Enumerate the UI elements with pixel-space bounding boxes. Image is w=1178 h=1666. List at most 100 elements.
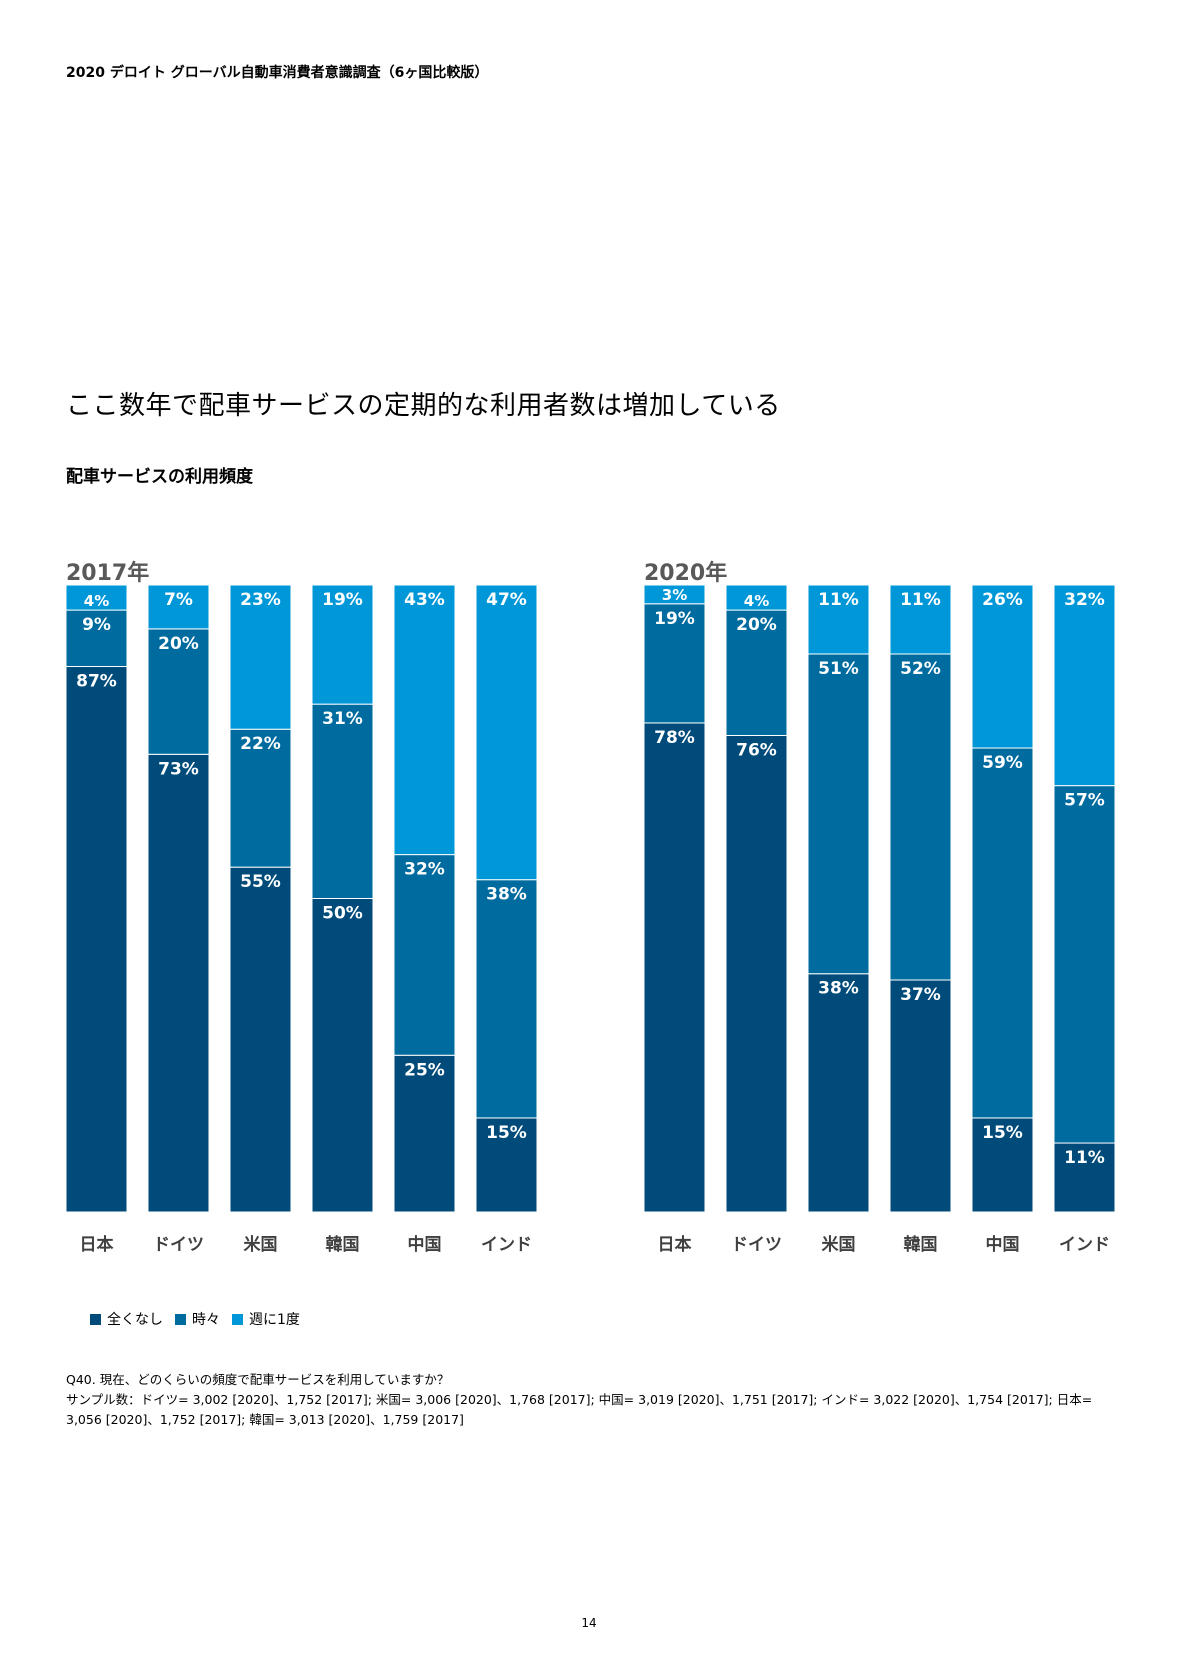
data-label-2017-china-sometimes: 32% bbox=[404, 860, 445, 880]
category-label-2020-india: インド bbox=[1059, 1235, 1110, 1255]
data-label-2020-japan-never: 78% bbox=[654, 728, 695, 748]
data-label-2017-india-never: 15% bbox=[486, 1123, 527, 1143]
data-label-2020-korea-weekly: 11% bbox=[900, 590, 941, 610]
bar-segment-2020-japan-weekly bbox=[644, 585, 706, 605]
footnote: Q40. 現在、どのくらいの頻度で配車サービスを利用していますか？ サンプル数：… bbox=[66, 1370, 1116, 1430]
data-label-2017-korea-weekly: 19% bbox=[322, 590, 363, 610]
data-label-2020-japan-weekly: 3% bbox=[662, 586, 687, 604]
bar-segment-2017-korea-weekly bbox=[311, 585, 374, 705]
bar-segment-2017-japan-weekly bbox=[66, 585, 128, 611]
bar-segment-2020-korea-never bbox=[889, 979, 952, 1213]
stacked-bar-chart-2017: 87% 9% 4% 日本 73% 20% 7% ドイツ 55% 22% 23% 米国 50% 31% 19%… bbox=[66, 585, 538, 1255]
category-label-2020-china: 中国 bbox=[986, 1234, 1020, 1255]
legend-swatch-sometimes bbox=[175, 1313, 186, 1325]
legend-item-weekly: 週に1度 bbox=[232, 1309, 300, 1329]
category-label-2017-india: インド bbox=[481, 1235, 532, 1255]
data-label-2017-india-weekly: 47% bbox=[486, 590, 527, 610]
legend-label-never: 全くなし bbox=[107, 1312, 163, 1328]
chart-panel-2017: 2017年 87% 9% 4% 日本 73% 20% 7% ドイツ 55% 22% 23% 米国 50%… bbox=[66, 555, 546, 1265]
bar-segment-2017-japan-never bbox=[66, 666, 128, 1213]
category-label-2020-korea: 韓国 bbox=[904, 1234, 938, 1255]
stacked-bar-chart-2020: 78% 19% 3% 日本 76% 20% 4% ドイツ 38% 51% 11% 米国 37% 52% 11… bbox=[644, 585, 1116, 1255]
bar-segment-2020-germany-sometimes bbox=[725, 609, 788, 736]
legend-label-sometimes: 時々 bbox=[192, 1312, 220, 1328]
legend-item-sometimes: 時々 bbox=[175, 1309, 220, 1329]
page-number: 14 bbox=[581, 1616, 597, 1630]
bar-segment-2017-india-sometimes bbox=[475, 879, 538, 1119]
data-label-2020-korea-sometimes: 52% bbox=[900, 659, 941, 679]
data-label-2020-korea-never: 37% bbox=[900, 985, 941, 1005]
bar-segment-2017-usa-sometimes bbox=[229, 728, 292, 868]
data-label-2020-usa-sometimes: 51% bbox=[818, 659, 859, 679]
data-label-2017-germany-never: 73% bbox=[158, 759, 199, 779]
category-label-2020-usa: 米国 bbox=[822, 1234, 856, 1255]
bar-segment-2020-usa-sometimes bbox=[807, 653, 870, 975]
bar-segment-2017-usa-never bbox=[229, 866, 292, 1213]
data-label-2020-india-never: 11% bbox=[1064, 1148, 1105, 1168]
bar-segment-2020-germany-never bbox=[725, 734, 788, 1213]
category-label-2020-germany: ドイツ bbox=[731, 1235, 782, 1255]
data-label-2017-korea-never: 50% bbox=[322, 904, 363, 924]
bar-segment-2020-korea-sometimes bbox=[889, 653, 952, 981]
legend-item-never: 全くなし bbox=[90, 1309, 163, 1329]
bar-segment-2020-japan-never bbox=[644, 722, 706, 1213]
legend-swatch-weekly bbox=[232, 1313, 243, 1325]
data-label-2020-india-weekly: 32% bbox=[1064, 590, 1105, 610]
data-label-2017-japan-sometimes: 9% bbox=[82, 615, 111, 635]
data-label-2020-germany-never: 76% bbox=[736, 740, 777, 760]
data-label-2020-china-weekly: 26% bbox=[982, 590, 1023, 610]
data-label-2017-usa-never: 55% bbox=[240, 872, 281, 892]
document-header: 2020 デロイト グローバル自動車消費者意識調査（6ヶ国比較版） bbox=[66, 65, 489, 81]
data-label-2017-china-never: 25% bbox=[404, 1060, 445, 1080]
bar-segment-2017-india-weekly bbox=[475, 585, 538, 881]
category-label-2017-korea: 韓国 bbox=[326, 1234, 360, 1255]
bar-segment-2020-usa-weekly bbox=[807, 585, 870, 655]
bar-segment-2017-germany-sometimes bbox=[147, 628, 210, 755]
bar-segment-2020-china-never bbox=[971, 1117, 1034, 1213]
data-label-2017-japan-weekly: 4% bbox=[84, 592, 109, 610]
bar-segment-2020-china-weekly bbox=[971, 585, 1034, 749]
chart-legend: 全くなし 時々 週に1度 bbox=[90, 1309, 300, 1329]
category-label-2020-japan: 日本 bbox=[658, 1234, 692, 1255]
chart-subheading: 配車サービスの利用頻度 bbox=[66, 467, 253, 487]
data-label-2020-usa-never: 38% bbox=[818, 979, 859, 999]
bar-segment-2017-korea-sometimes bbox=[311, 703, 374, 899]
data-label-2017-germany-weekly: 7% bbox=[164, 590, 193, 610]
bar-segment-2017-japan-sometimes bbox=[66, 609, 128, 668]
bar-segment-2017-china-never bbox=[393, 1054, 456, 1213]
bar-segment-2017-germany-never bbox=[147, 753, 210, 1213]
bar-segment-2020-india-sometimes bbox=[1053, 785, 1116, 1144]
chart-title-2020: 2020年 bbox=[644, 561, 728, 586]
data-label-2020-germany-weekly: 4% bbox=[744, 592, 769, 610]
bar-segment-2020-china-sometimes bbox=[971, 747, 1034, 1119]
category-label-2017-china: 中国 bbox=[408, 1234, 442, 1255]
bar-segment-2017-china-weekly bbox=[393, 585, 456, 856]
data-label-2017-india-sometimes: 38% bbox=[486, 885, 527, 905]
chart-title-2017: 2017年 bbox=[66, 561, 150, 586]
page-headline: ここ数年で配車サービスの定期的な利用者数は増加している bbox=[66, 391, 781, 421]
category-label-2017-germany: ドイツ bbox=[153, 1235, 204, 1255]
data-label-2020-germany-sometimes: 20% bbox=[736, 615, 777, 635]
data-label-2020-japan-sometimes: 19% bbox=[654, 609, 695, 629]
bar-segment-2017-usa-weekly bbox=[229, 585, 292, 730]
legend-label-weekly: 週に1度 bbox=[249, 1312, 300, 1328]
bar-segment-2017-germany-weekly bbox=[147, 585, 210, 630]
footnote-question: Q40. 現在、どのくらいの頻度で配車サービスを利用していますか？ bbox=[66, 1372, 450, 1387]
bar-segment-2020-usa-never bbox=[807, 973, 870, 1213]
data-label-2020-china-sometimes: 59% bbox=[982, 753, 1023, 773]
chart-panel-2020: 2020年 78% 19% 3% 日本 76% 20% 4% ドイツ 38% 51% 11% 米国 37… bbox=[644, 555, 1124, 1265]
data-label-2020-india-sometimes: 57% bbox=[1064, 791, 1105, 811]
bar-segment-2020-korea-weekly bbox=[889, 585, 952, 655]
bar-segment-2020-japan-sometimes bbox=[644, 603, 706, 724]
legend-swatch-never bbox=[90, 1313, 101, 1325]
bar-segment-2017-korea-never bbox=[311, 898, 374, 1213]
bar-segment-2020-india-weekly bbox=[1053, 585, 1116, 787]
category-label-2017-usa: 米国 bbox=[244, 1234, 278, 1255]
bar-segment-2020-germany-weekly bbox=[725, 585, 788, 611]
data-label-2017-japan-never: 87% bbox=[76, 672, 117, 692]
data-label-2017-china-weekly: 43% bbox=[404, 590, 445, 610]
footnote-sample-sizes: サンプル数：ドイツ= 3,002 [2020]、1,752 [2017]; 米国… bbox=[66, 1392, 1093, 1427]
data-label-2017-germany-sometimes: 20% bbox=[158, 634, 199, 654]
data-label-2020-usa-weekly: 11% bbox=[818, 590, 859, 610]
data-label-2020-china-never: 15% bbox=[982, 1123, 1023, 1143]
